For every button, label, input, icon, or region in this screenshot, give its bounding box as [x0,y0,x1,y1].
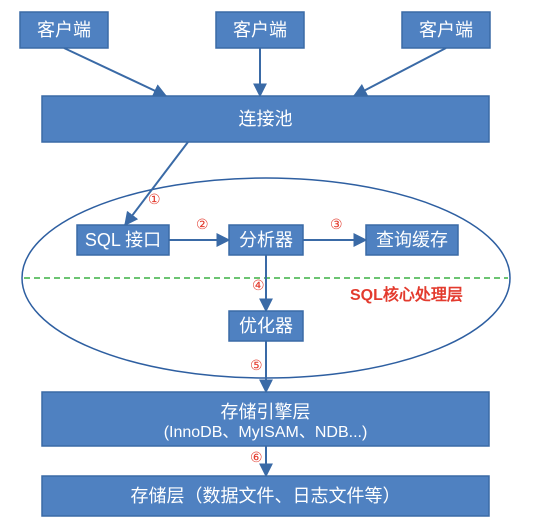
node-storage-label: 存储层（数据文件、日志文件等） [131,486,401,506]
step-label-⑤: ⑤ [250,357,263,373]
step-label-④: ④ [252,277,265,293]
node-engine: 存储引擎层 (InnoDB、MyISAM、NDB...) [42,392,489,446]
node-storage: 存储层（数据文件、日志文件等） [42,476,489,516]
node-parser: 分析器 [229,225,303,255]
core-layer-label: SQL核心处理层 [350,285,463,304]
step-label-③: ③ [330,216,343,232]
node-client3: 客户端 [402,12,490,48]
node-cache: 查询缓存 [366,225,458,255]
node-client1: 客户端 [20,12,108,48]
node-client3-label: 客户端 [419,20,473,40]
step-label-①: ① [148,191,161,207]
node-pool-label: 连接池 [239,109,293,129]
node-pool: 连接池 [42,96,489,142]
node-cache-label: 查询缓存 [376,230,448,250]
node-client2: 客户端 [216,12,304,48]
node-parser-label: 分析器 [239,230,293,250]
background [0,0,539,526]
node-sql_if-label: SQL 接口 [85,230,161,250]
step-label-②: ② [196,216,209,232]
node-sql_if: SQL 接口 [77,225,169,255]
node-client1-label: 客户端 [37,20,91,40]
node-client2-label: 客户端 [233,20,287,40]
node-engine-sublabel: (InnoDB、MyISAM、NDB...) [164,424,368,441]
node-optimizer: 优化器 [229,311,303,341]
node-engine-label: 存储引擎层 [221,402,311,422]
step-label-⑥: ⑥ [250,449,263,465]
node-optimizer-label: 优化器 [239,316,293,336]
